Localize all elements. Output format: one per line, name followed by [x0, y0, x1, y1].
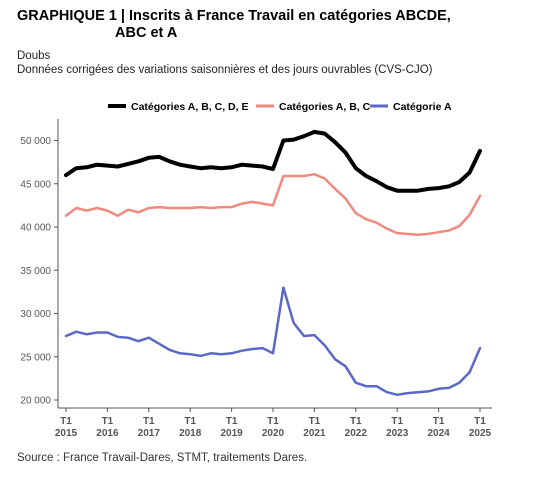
- x-tick-label-quarter: T1: [267, 416, 279, 427]
- chart-subtitle-note: Données corrigées des variations saisonn…: [17, 64, 433, 76]
- x-tick-label-year: 2017: [138, 428, 161, 439]
- legend-label: Catégories A, B, C, D, E: [131, 101, 248, 113]
- x-tick-label-year: 2021: [303, 428, 326, 439]
- x-tick-label-year: 2019: [220, 428, 243, 439]
- x-tick-label-year: 2024: [427, 428, 450, 439]
- y-tick-label: 45 000: [20, 179, 51, 190]
- line-chart: 20 000 25 000 30 000 35 000 40 000 45 000 50 0…: [20, 101, 492, 439]
- x-tick-label-year: 2016: [96, 428, 119, 439]
- series-line-2: [64, 172, 482, 237]
- chart-title: GRAPHIQUE 1 | Inscrits à France Travail …: [17, 8, 517, 42]
- x-tick-label-year: 2022: [345, 428, 368, 439]
- x-tick-label-quarter: T1: [143, 416, 155, 427]
- x-tick-label-year: 2020: [262, 428, 285, 439]
- x-tick-label-quarter: T1: [391, 416, 403, 427]
- x-tick-label-quarter: T1: [60, 416, 72, 427]
- series-line-1: [64, 129, 482, 193]
- y-tick-label: 25 000: [20, 352, 51, 363]
- x-tick-label-quarter: T1: [350, 416, 362, 427]
- y-tick-label: 40 000: [20, 223, 51, 234]
- legend-label: Catégories A, B, C: [279, 101, 371, 113]
- legend-label: Catégorie A: [393, 101, 452, 113]
- chart-title-line-2: ABC et A: [115, 25, 178, 41]
- y-tick-label: 20 000: [20, 396, 51, 407]
- x-tick-label-quarter: T1: [102, 416, 114, 427]
- chart-title-line-1: GRAPHIQUE 1 | Inscrits à France Travail …: [17, 8, 451, 24]
- y-tick-label: 30 000: [20, 309, 51, 320]
- y-tick-label: 50 000: [20, 136, 51, 147]
- x-tick-label-quarter: T1: [226, 416, 238, 427]
- x-tick-label-quarter: T1: [309, 416, 321, 427]
- y-tick-label: 35 000: [20, 266, 51, 277]
- x-tick-label-quarter: T1: [474, 416, 486, 427]
- x-tick-label-year: 2023: [386, 428, 409, 439]
- x-tick-label-year: 2018: [179, 428, 202, 439]
- series-line-3: [64, 286, 482, 397]
- source-note: Source : France Travail-Dares, STMT, tra…: [17, 452, 308, 464]
- x-tick-label-quarter: T1: [184, 416, 196, 427]
- chart-subtitle-region: Doubs: [17, 50, 51, 62]
- x-tick-label-year: 2025: [469, 428, 492, 439]
- x-tick-label-quarter: T1: [433, 416, 445, 427]
- x-tick-label-year: 2015: [55, 428, 78, 439]
